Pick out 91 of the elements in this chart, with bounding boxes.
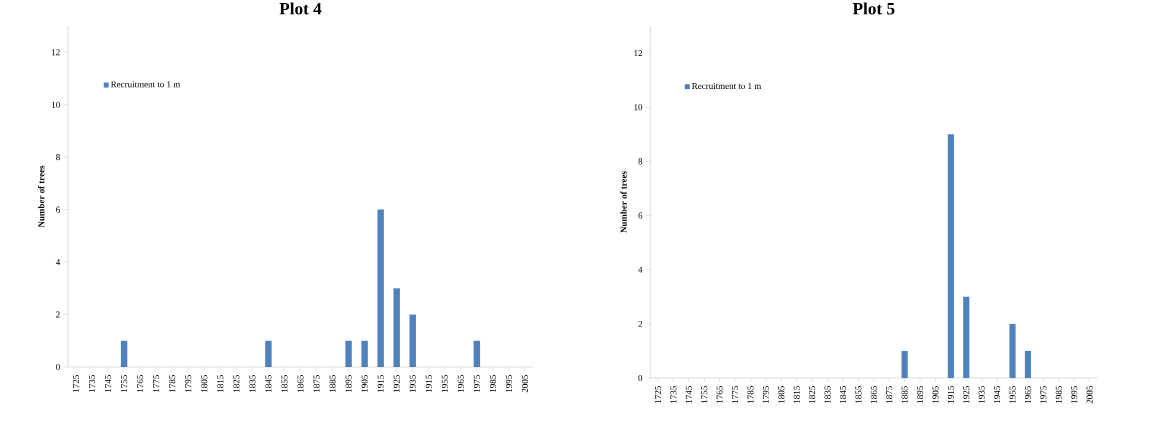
x-tick-label: 1905 xyxy=(932,386,939,403)
bar xyxy=(345,340,352,367)
x-tick-label: 1955 xyxy=(1009,386,1016,403)
bar xyxy=(265,340,272,367)
y-tick-label: 8 xyxy=(56,154,60,161)
x-tick-label: 1965 xyxy=(1024,386,1031,403)
y-tick-label: 6 xyxy=(56,206,60,213)
x-tick-label: 1865 xyxy=(297,375,304,392)
x-tick-label: 2005 xyxy=(521,375,528,393)
x-tick-label: 1755 xyxy=(701,386,708,403)
y-axis-title: Number of trees xyxy=(37,165,45,228)
x-tick-label: 1845 xyxy=(839,386,847,403)
y-axis-title: Number of trees xyxy=(620,171,627,233)
x-tick-label: 1915 xyxy=(947,386,954,403)
y-tick-label: 12 xyxy=(634,50,643,57)
x-tick-label: 1735 xyxy=(670,386,677,403)
bar xyxy=(120,340,128,367)
y-tick-label: 4 xyxy=(638,266,643,273)
x-tick-label: 1765 xyxy=(716,386,723,403)
y-tick-label: 0 xyxy=(56,363,60,371)
x-tick-label: 1965 xyxy=(457,375,464,392)
bar xyxy=(377,209,384,367)
x-tick-label: 1935 xyxy=(978,386,985,403)
x-tick-label: 1755 xyxy=(121,375,128,392)
bar xyxy=(947,134,954,378)
x-tick-label: 1795 xyxy=(185,375,192,392)
x-tick-label: 1885 xyxy=(329,375,336,392)
y-tick-label: 2 xyxy=(638,320,643,327)
x-tick-label: 1725 xyxy=(655,386,662,403)
x-tick-label: 1925 xyxy=(963,386,970,403)
x-tick-label: 1975 xyxy=(1040,386,1047,403)
legend-label: Recruitment to 1 m xyxy=(692,82,762,90)
legend-label: Recruitment to 1 m xyxy=(110,81,181,88)
x-tick-label: 1745 xyxy=(685,386,692,403)
x-tick-label: 1835 xyxy=(249,375,256,392)
x-tick-label: 1805 xyxy=(201,375,208,392)
x-tick-label: 1985 xyxy=(1055,386,1062,403)
bar xyxy=(409,314,416,367)
x-tick-label: 1955 xyxy=(441,375,448,392)
y-tick-label: 10 xyxy=(52,101,60,108)
bar xyxy=(1024,350,1032,378)
x-tick-label: 1845 xyxy=(265,375,272,392)
x-tick-label: 1995 xyxy=(1071,386,1078,403)
x-tick-label: 1865 xyxy=(870,386,877,403)
chart-title: Plot 4 xyxy=(279,2,322,15)
x-tick-label: 1975 xyxy=(473,375,480,392)
x-tick-label: 1785 xyxy=(747,386,754,403)
x-tick-label: 1825 xyxy=(809,386,816,403)
x-tick-label: 1935 xyxy=(409,375,416,392)
bar xyxy=(963,296,970,378)
x-tick-label: 1805 xyxy=(778,386,785,403)
bar xyxy=(393,288,400,367)
x-tick-label: 1775 xyxy=(732,386,739,403)
x-tick-label: 1855 xyxy=(281,375,288,392)
x-tick-label: 1785 xyxy=(169,375,176,392)
x-tick-label: 1775 xyxy=(153,375,160,392)
y-tick-label: 12 xyxy=(52,49,60,56)
x-tick-label: 1745 xyxy=(105,375,112,392)
x-tick-label: 1925 xyxy=(393,375,400,392)
x-tick-label: 1825 xyxy=(233,375,240,392)
x-tick-label: 1995 xyxy=(505,375,512,392)
x-tick-label: 1795 xyxy=(762,386,769,403)
bar xyxy=(1009,323,1016,378)
bar xyxy=(473,340,481,367)
x-tick-label: 2005 xyxy=(1086,386,1093,404)
x-tick-label: 1765 xyxy=(137,375,144,392)
x-tick-label: 1875 xyxy=(313,375,320,392)
x-tick-label: 1945 xyxy=(994,386,1001,403)
x-tick-label: 1875 xyxy=(886,386,893,403)
x-tick-label: 1915 xyxy=(377,375,384,392)
bar xyxy=(361,340,368,367)
x-tick-label: 1885 xyxy=(901,386,908,403)
y-tick-label: 6 xyxy=(638,212,643,219)
bar xyxy=(901,350,908,378)
x-tick-label: 1985 xyxy=(489,375,496,392)
x-tick-label: 1855 xyxy=(855,386,862,403)
x-tick-label: 1895 xyxy=(917,386,924,403)
y-tick-label: 0 xyxy=(638,374,643,382)
x-tick-label: 1915 xyxy=(425,375,432,392)
x-tick-label: 1815 xyxy=(793,386,800,403)
y-tick-label: 8 xyxy=(638,158,643,165)
y-tick-label: 4 xyxy=(55,259,61,266)
x-tick-label: 1835 xyxy=(824,386,831,403)
x-tick-label: 1725 xyxy=(72,375,80,392)
x-tick-label: 1735 xyxy=(89,375,96,392)
y-tick-label: 2 xyxy=(56,311,60,318)
chart-title: Plot 5 xyxy=(852,2,895,15)
x-tick-label: 1895 xyxy=(345,375,352,392)
y-tick-label: 10 xyxy=(634,104,643,111)
x-tick-label: 1905 xyxy=(361,375,368,392)
x-tick-label: 1815 xyxy=(217,375,224,392)
